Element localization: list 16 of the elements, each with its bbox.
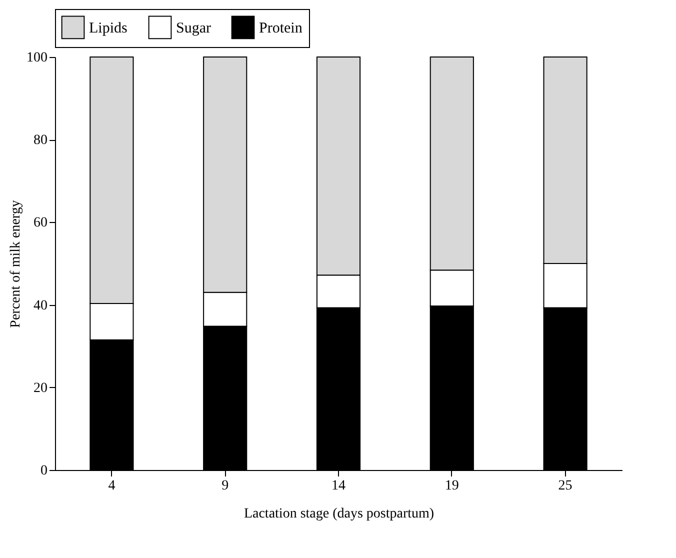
y-tick-label: 0 xyxy=(40,464,48,478)
legend-label: Lipids xyxy=(89,20,128,36)
legend-label: Protein xyxy=(259,20,303,36)
legend-label: Sugar xyxy=(176,20,211,36)
x-tick-label: 9 xyxy=(222,478,229,494)
y-axis-title: Percent of milk energy xyxy=(8,200,24,328)
y-tick-label: 60 xyxy=(34,216,48,231)
y-tick-label: 100 xyxy=(26,50,48,66)
y-tick-label: 80 xyxy=(34,133,48,148)
x-tick-label: 4 xyxy=(108,478,116,494)
x-tick-label: 14 xyxy=(332,478,346,494)
y-tick-label: 40 xyxy=(34,298,48,314)
x-tick-label: 19 xyxy=(444,478,459,494)
y-tick-label: 20 xyxy=(34,380,48,396)
x-axis-title: Lactation stage (days postpartum) xyxy=(244,506,434,522)
x-tick-label: 25 xyxy=(558,478,572,494)
